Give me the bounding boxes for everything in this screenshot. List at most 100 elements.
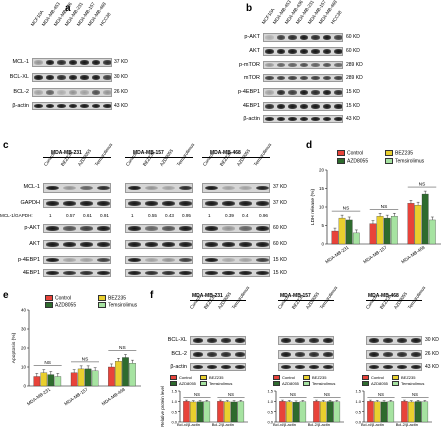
blot-band <box>97 271 110 275</box>
legend-swatch <box>200 375 207 381</box>
ratio-value: 1 <box>208 213 211 218</box>
blot-band <box>34 104 44 108</box>
legend-swatch <box>303 381 310 387</box>
legend-label: AZD8055 <box>179 381 196 386</box>
blot-band <box>63 242 76 247</box>
blot-band <box>222 185 235 191</box>
blot-a-0 <box>32 58 112 67</box>
bar-temsirolimus <box>203 401 211 423</box>
bar-control <box>33 376 41 387</box>
blot-band <box>102 75 111 80</box>
blot-band <box>63 271 76 275</box>
blot-band <box>179 258 192 262</box>
blot-band <box>80 271 93 275</box>
blot-band <box>68 60 78 65</box>
ratio-value: 1 <box>49 213 52 218</box>
treatment-label: Temsirolimus <box>252 142 273 167</box>
blot-band <box>222 201 235 206</box>
blot-band <box>322 338 333 343</box>
blot-band <box>265 63 275 67</box>
blot-band <box>299 63 309 67</box>
legend-swatch <box>170 381 177 387</box>
bar-temsirolimus <box>428 219 436 245</box>
blot-c-0-2 <box>43 224 111 233</box>
legend-label: Temsirolimus <box>395 158 425 165</box>
row-label-0: BCL-XL <box>167 337 187 343</box>
legend-label: Control <box>371 375 384 380</box>
blot-band <box>308 338 320 343</box>
blot-band <box>299 104 309 109</box>
blot-band <box>322 49 332 54</box>
kd-label: 43 KD <box>114 103 128 109</box>
blot-band <box>63 185 76 191</box>
bar-bez235 <box>40 372 48 387</box>
blot-band <box>80 201 93 206</box>
category-label: MDA-MB-231 <box>324 244 350 264</box>
blot-f-2-2 <box>366 363 422 371</box>
row-label-1: BCL-2 <box>171 351 187 357</box>
blot-band <box>256 185 269 191</box>
legend-item: BEZ235 <box>98 295 126 301</box>
legend-item: Temsirolimus <box>98 302 137 308</box>
blot-band <box>179 201 192 206</box>
y-tick-label: 1.5 <box>267 389 273 394</box>
ratio-row-label: MCL-1/GAPDH: <box>0 213 33 218</box>
blot-band <box>192 365 204 369</box>
blot-band <box>239 201 252 206</box>
row-label-4: p-4EBP1 <box>237 89 260 95</box>
kd-label: 60 KD <box>273 241 287 247</box>
blot-band <box>205 242 218 247</box>
blot-f-2-1 <box>366 350 422 359</box>
blot-band <box>322 117 332 121</box>
blot-band <box>222 258 235 262</box>
bar-temsirolimus <box>390 216 398 245</box>
blot-band <box>276 49 286 54</box>
blot-band <box>205 271 218 275</box>
bar-azd8055 <box>421 193 429 245</box>
blot-band <box>162 226 175 231</box>
significance-label: NS <box>324 392 330 397</box>
blot-band <box>220 365 232 369</box>
y-tick-label: 0.5 <box>267 409 273 414</box>
blot-band <box>311 90 320 95</box>
legend-item: BEZ235 <box>392 375 415 381</box>
blot-band <box>333 117 342 121</box>
blot-band <box>396 338 408 343</box>
blot-band <box>239 271 252 275</box>
blot-band <box>294 338 306 343</box>
significance-label: NS <box>194 392 200 397</box>
legend-item: Control <box>170 375 192 381</box>
category-label: Bcl-2/β-actin <box>212 422 234 427</box>
blot-band <box>222 242 235 247</box>
ratio-value: 0.96 <box>259 213 268 218</box>
blot-band <box>179 226 192 231</box>
ratio-value: 0.4 <box>242 213 249 218</box>
legend-swatch <box>273 381 280 387</box>
y-tick-label: 0.0 <box>171 420 177 425</box>
row-label-1: BCL-XL <box>9 74 29 80</box>
kd-label: 26 KD <box>425 351 439 357</box>
bar-azd8055 <box>84 368 92 387</box>
treatment-label: Control <box>188 294 202 310</box>
blot-c-2-5 <box>202 269 270 277</box>
blot-band <box>45 90 55 95</box>
legend-item: Control <box>273 375 295 381</box>
legend-label: Temsirolimus <box>401 381 425 386</box>
blot-band <box>368 338 380 343</box>
blot-c-1-1 <box>125 199 193 208</box>
significance-label: NS <box>228 392 234 397</box>
blot-band <box>311 117 320 121</box>
blot-band <box>333 104 342 109</box>
blot-band <box>234 352 245 357</box>
category-label: MDA-MB-468 <box>101 386 127 406</box>
y-tick-label: 15 <box>319 186 325 191</box>
ratio-value: 0.43 <box>165 213 174 218</box>
blot-band <box>311 76 320 80</box>
significance-label: NS <box>378 392 384 397</box>
significance-label: NS <box>343 206 350 212</box>
blot-band <box>162 185 175 191</box>
blot-band <box>46 201 59 206</box>
row-label-3: β-actin <box>12 103 29 109</box>
legend-item: Temsirolimus <box>385 158 424 164</box>
y-tick-label: 5 <box>321 223 324 228</box>
